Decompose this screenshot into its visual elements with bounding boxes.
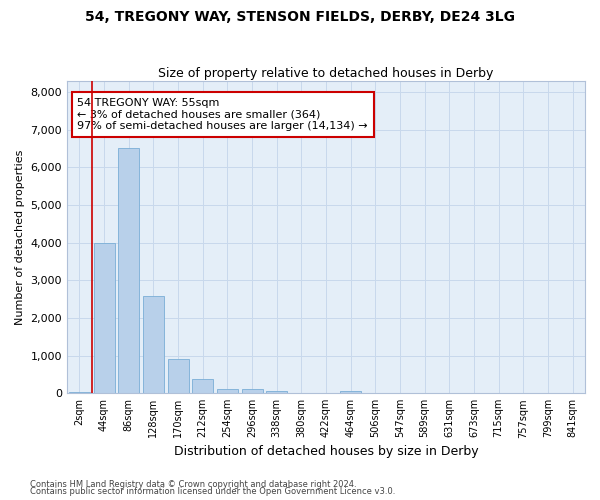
Bar [118, 148, 139, 393]
Bar [266, 392, 287, 393]
Bar [69, 392, 90, 393]
Bar [340, 392, 361, 393]
Bar [242, 390, 263, 393]
Bar [143, 296, 164, 393]
X-axis label: Distribution of detached houses by size in Derby: Distribution of detached houses by size … [174, 444, 478, 458]
Bar [94, 244, 115, 393]
Bar [167, 360, 188, 393]
Text: Contains HM Land Registry data © Crown copyright and database right 2024.: Contains HM Land Registry data © Crown c… [30, 480, 356, 489]
Text: 54 TREGONY WAY: 55sqm
← 3% of detached houses are smaller (364)
97% of semi-deta: 54 TREGONY WAY: 55sqm ← 3% of detached h… [77, 98, 368, 131]
Bar [217, 388, 238, 393]
Bar [192, 379, 213, 393]
Text: 54, TREGONY WAY, STENSON FIELDS, DERBY, DE24 3LG: 54, TREGONY WAY, STENSON FIELDS, DERBY, … [85, 10, 515, 24]
Title: Size of property relative to detached houses in Derby: Size of property relative to detached ho… [158, 66, 494, 80]
Text: Contains public sector information licensed under the Open Government Licence v3: Contains public sector information licen… [30, 487, 395, 496]
Y-axis label: Number of detached properties: Number of detached properties [15, 149, 25, 324]
